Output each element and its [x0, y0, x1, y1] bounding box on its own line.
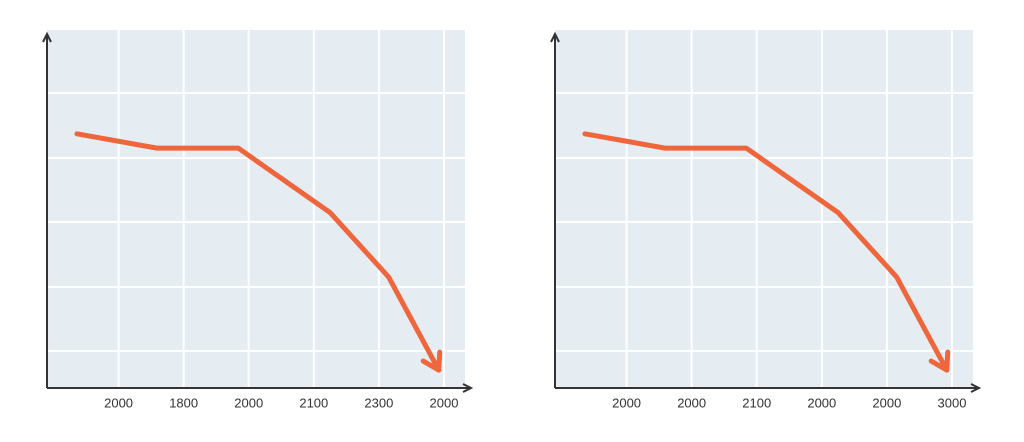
y-axis-arrow — [42, 31, 52, 43]
chart: 2000 2000 2100 2000 2000 3000 — [550, 30, 982, 410]
chart: 2000 1800 2000 2100 2300 2000 — [42, 30, 474, 410]
x-tick-label: 1800 — [169, 395, 198, 410]
line-arrowhead — [928, 349, 951, 373]
x-axis-arrow — [462, 383, 474, 393]
plot-background — [47, 30, 465, 388]
line — [74, 131, 442, 373]
x-tick-label: 2000 — [612, 395, 641, 410]
line-arrowhead — [420, 349, 443, 373]
x-tick-label: 2000 — [104, 395, 133, 410]
line — [582, 131, 950, 373]
x-tick-label: 2300 — [364, 395, 393, 410]
x-tick-label: 2000 — [807, 395, 836, 410]
x-tick-label: 2000 — [234, 395, 263, 410]
plot-background — [555, 30, 973, 388]
x-tick-label: 2000 — [872, 395, 901, 410]
x-tick-label: 2100 — [299, 395, 328, 410]
x-tick-label: 2000 — [677, 395, 706, 410]
x-tick-label: 3000 — [938, 395, 967, 410]
x-axis-arrow — [970, 383, 982, 393]
y-axis-arrow — [550, 31, 560, 43]
x-tick-label: 2100 — [742, 395, 771, 410]
x-tick-label: 2000 — [430, 395, 459, 410]
